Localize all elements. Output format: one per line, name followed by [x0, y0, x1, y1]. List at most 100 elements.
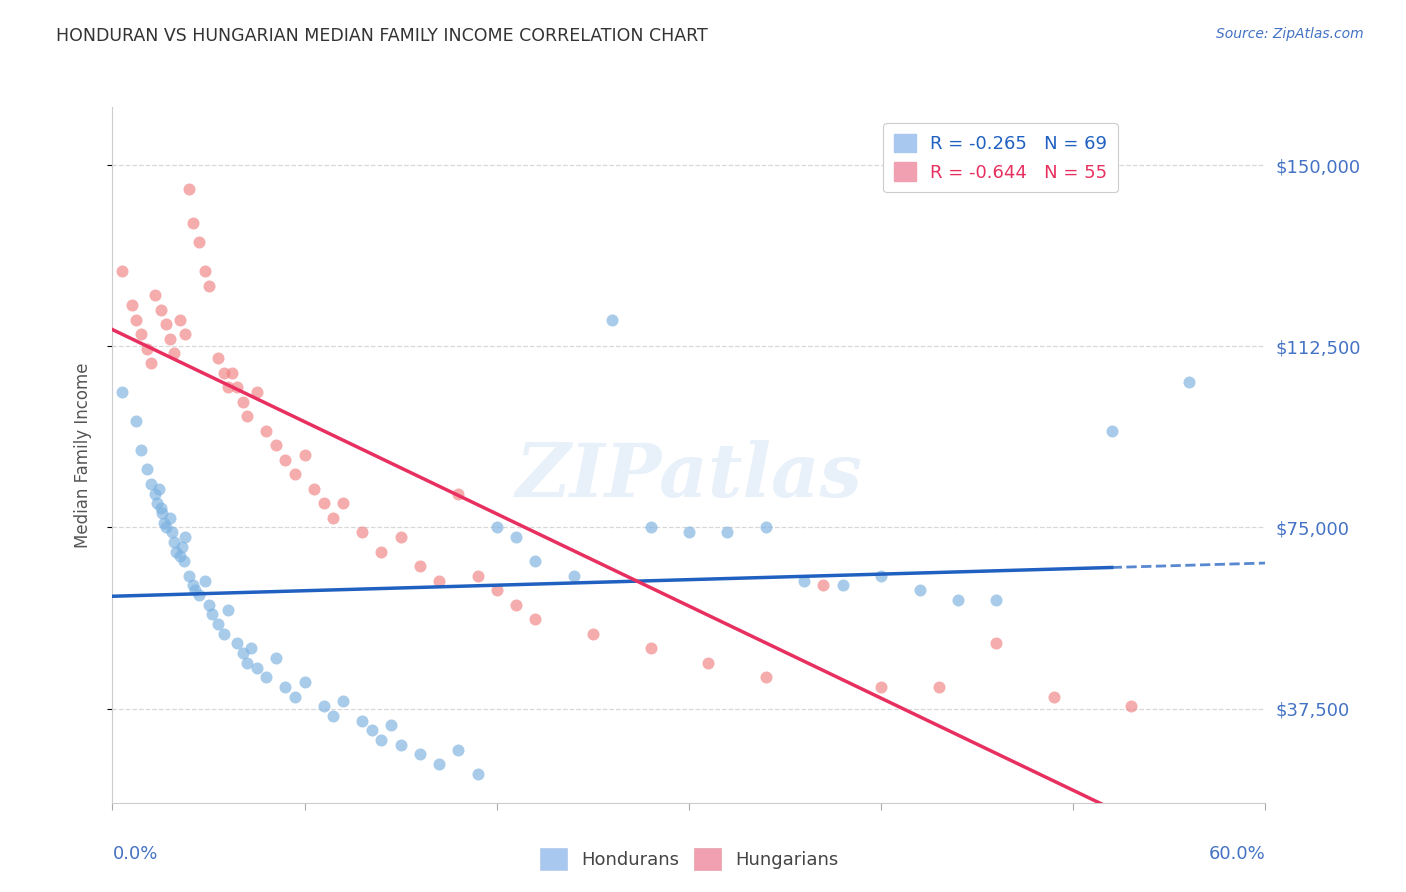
Point — [1101, 424, 1123, 438]
Point — [640, 520, 662, 534]
Point — [173, 554, 195, 568]
Point — [136, 342, 159, 356]
Point — [322, 510, 344, 524]
Point — [908, 583, 931, 598]
Point — [697, 656, 720, 670]
Point — [169, 549, 191, 564]
Point — [254, 424, 277, 438]
Point — [427, 757, 450, 772]
Point — [239, 641, 262, 656]
Point — [197, 278, 219, 293]
Point — [322, 708, 344, 723]
Point — [332, 694, 354, 708]
Point — [505, 598, 527, 612]
Point — [600, 312, 623, 326]
Point — [232, 394, 254, 409]
Point — [582, 626, 605, 640]
Point — [236, 656, 259, 670]
Point — [187, 235, 211, 250]
Point — [174, 327, 197, 342]
Point — [245, 385, 267, 400]
Point — [232, 646, 254, 660]
Point — [1177, 376, 1199, 390]
Point — [467, 568, 489, 582]
Point — [169, 312, 191, 326]
Point — [139, 476, 162, 491]
Point — [352, 714, 374, 728]
Point — [139, 356, 162, 370]
Point — [129, 327, 153, 342]
Point — [124, 414, 146, 428]
Point — [149, 303, 172, 318]
Point — [197, 598, 219, 612]
Point — [360, 723, 382, 738]
Point — [217, 602, 239, 616]
Point — [136, 462, 159, 476]
Point — [111, 264, 134, 278]
Point — [370, 733, 392, 747]
Point — [447, 742, 470, 756]
Point — [124, 312, 146, 326]
Point — [170, 540, 193, 554]
Point — [148, 482, 170, 496]
Point — [716, 525, 738, 540]
Point — [145, 496, 167, 510]
Point — [332, 496, 354, 510]
Point — [160, 525, 183, 540]
Point — [870, 568, 893, 582]
Point — [284, 690, 307, 704]
Point — [389, 738, 412, 752]
Point — [946, 592, 969, 607]
Point — [174, 530, 197, 544]
Point — [121, 298, 143, 312]
Point — [284, 467, 307, 482]
Point — [678, 525, 700, 540]
Point — [201, 607, 224, 622]
Point — [207, 617, 229, 632]
Point — [181, 216, 204, 230]
Point — [179, 182, 201, 196]
Point — [427, 574, 450, 588]
Point — [163, 346, 186, 360]
Point — [870, 680, 893, 694]
Point — [447, 486, 470, 500]
Point — [194, 574, 217, 588]
Point — [485, 583, 508, 598]
Point — [524, 612, 547, 626]
Point — [755, 520, 778, 534]
Text: 60.0%: 60.0% — [1209, 845, 1265, 863]
Point — [467, 766, 489, 781]
Point — [294, 448, 316, 462]
Point — [184, 583, 207, 598]
Point — [312, 699, 335, 714]
Point — [159, 332, 181, 346]
Point — [485, 520, 508, 534]
Point — [181, 578, 204, 592]
Text: HONDURAN VS HUNGARIAN MEDIAN FAMILY INCOME CORRELATION CHART: HONDURAN VS HUNGARIAN MEDIAN FAMILY INCO… — [56, 27, 709, 45]
Point — [274, 452, 297, 467]
Point — [1043, 690, 1066, 704]
Point — [274, 680, 297, 694]
Point — [831, 578, 853, 592]
Point — [986, 592, 1008, 607]
Point — [226, 380, 249, 394]
Point — [179, 568, 201, 582]
Point — [352, 525, 374, 540]
Point — [153, 516, 176, 530]
Point — [111, 385, 134, 400]
Point — [389, 530, 412, 544]
Point — [370, 544, 392, 558]
Y-axis label: Median Family Income: Median Family Income — [73, 362, 91, 548]
Point — [254, 670, 277, 684]
Point — [226, 636, 249, 650]
Point — [380, 718, 402, 732]
Point — [236, 409, 259, 424]
Point — [149, 501, 172, 516]
Point — [159, 510, 181, 524]
Point — [143, 486, 166, 500]
Text: 0.0%: 0.0% — [112, 845, 157, 863]
Point — [221, 366, 243, 380]
Point — [165, 544, 187, 558]
Point — [793, 574, 815, 588]
Point — [155, 520, 177, 534]
